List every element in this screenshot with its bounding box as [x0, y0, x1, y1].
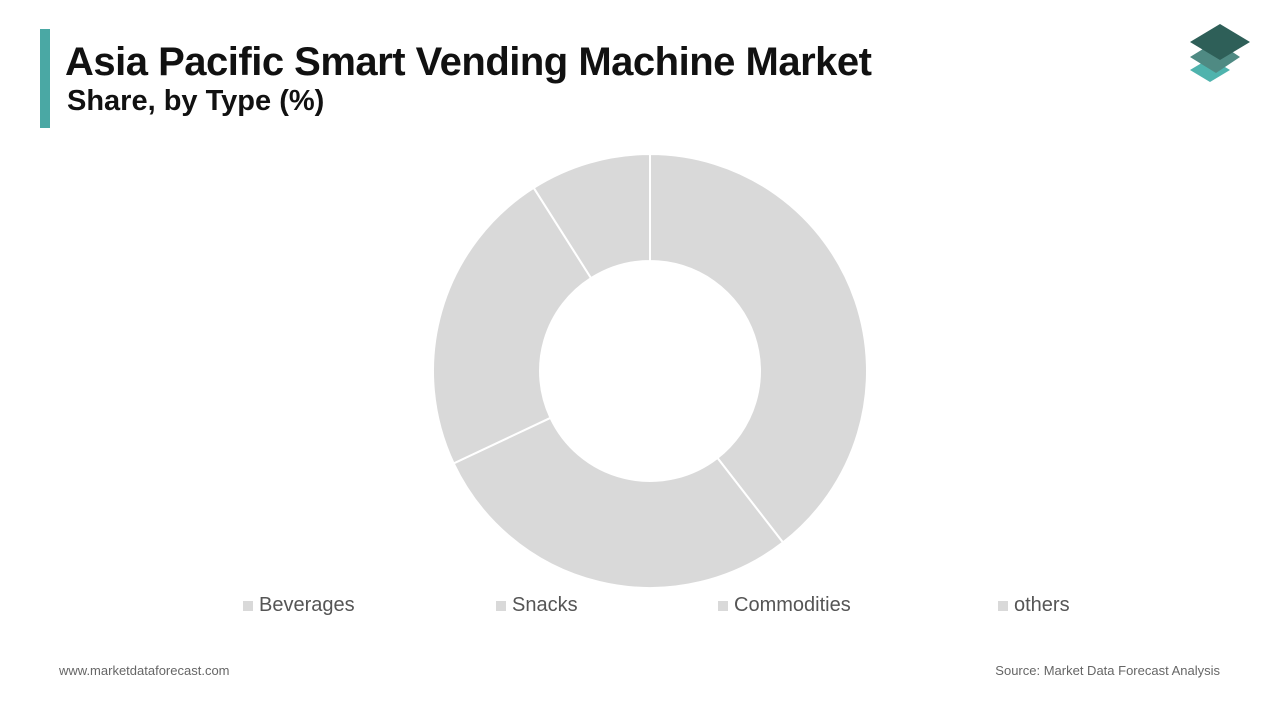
- footer-website: www.marketdataforecast.com: [59, 663, 230, 678]
- legend-item-commodities: Commodities: [718, 594, 851, 617]
- chart-subtitle: Share, by Type (%): [67, 85, 325, 117]
- legend-label: others: [1014, 594, 1070, 616]
- legend-swatch: [243, 600, 253, 611]
- donut-slice-snacks: [452, 416, 785, 589]
- legend-item-snacks: Snacks: [496, 594, 578, 617]
- title-accent-bar: [40, 29, 50, 128]
- donut-slice-beverages: [649, 152, 868, 544]
- legend-label: Commodities: [734, 594, 851, 616]
- brand-logo-icon: [1190, 24, 1250, 82]
- chart-title: Asia Pacific Smart Vending Machine Marke…: [65, 40, 872, 84]
- chart-legend: Beverages Snacks Commodities others: [0, 594, 1280, 620]
- donut-slice-commodities: [432, 186, 593, 465]
- legend-label: Beverages: [259, 594, 355, 616]
- legend-swatch: [998, 600, 1008, 611]
- footer-source: Source: Market Data Forecast Analysis: [995, 663, 1220, 678]
- legend-swatch: [718, 600, 728, 611]
- legend-item-others: others: [998, 594, 1070, 617]
- legend-label: Snacks: [512, 594, 578, 616]
- legend-item-beverages: Beverages: [243, 594, 355, 617]
- donut-slice-others: [532, 152, 651, 280]
- legend-swatch: [496, 600, 506, 611]
